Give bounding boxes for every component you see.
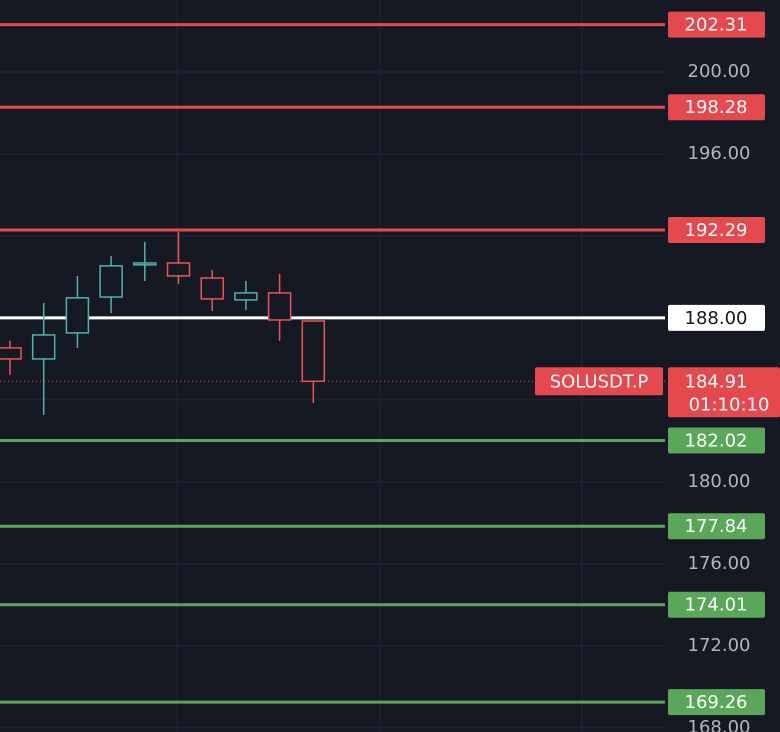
price-badge bbox=[668, 304, 765, 331]
candle-body bbox=[267, 292, 292, 321]
price-badge-label: 169.26 bbox=[685, 692, 748, 713]
price-badge bbox=[668, 513, 765, 540]
y-tick-label: 180.00 bbox=[688, 471, 751, 492]
candle-body bbox=[301, 320, 326, 383]
candle-body bbox=[133, 262, 157, 266]
price-badge-label: 202.31 bbox=[685, 15, 748, 36]
candle-body bbox=[166, 262, 191, 277]
price-badge-label: 188.00 bbox=[685, 308, 748, 329]
price-badge-label: 192.29 bbox=[685, 220, 748, 241]
y-tick-label: 172.00 bbox=[688, 635, 751, 656]
price-badge-label: 177.84 bbox=[685, 516, 748, 537]
price-badge bbox=[668, 689, 765, 716]
symbol-label: SOLUSDT.P bbox=[550, 371, 649, 392]
candle-body bbox=[65, 297, 90, 334]
price-badge bbox=[668, 427, 765, 454]
price-badge bbox=[668, 216, 765, 243]
y-tick-label: 176.00 bbox=[688, 553, 751, 574]
y-tick-label: 200.00 bbox=[688, 61, 751, 82]
candle-body bbox=[200, 277, 224, 300]
last-price-badge bbox=[668, 367, 780, 418]
price-badge bbox=[668, 94, 765, 121]
candle-body bbox=[99, 265, 123, 298]
candle-body bbox=[31, 334, 56, 360]
symbol-badge bbox=[535, 367, 663, 396]
price-badge-label: 174.01 bbox=[685, 595, 748, 616]
y-tick-label: 168.00 bbox=[688, 717, 751, 732]
price-badge bbox=[668, 591, 765, 618]
countdown: 01:10:10 bbox=[689, 394, 770, 415]
y-tick-label: 196.00 bbox=[688, 143, 751, 164]
price-badge-label: 198.28 bbox=[685, 97, 748, 118]
candle-body bbox=[0, 347, 22, 360]
last-price-label: 184.91 bbox=[685, 371, 748, 392]
price-badge-label: 182.02 bbox=[685, 431, 748, 452]
price-badge bbox=[668, 11, 765, 38]
candle-body bbox=[234, 292, 258, 301]
